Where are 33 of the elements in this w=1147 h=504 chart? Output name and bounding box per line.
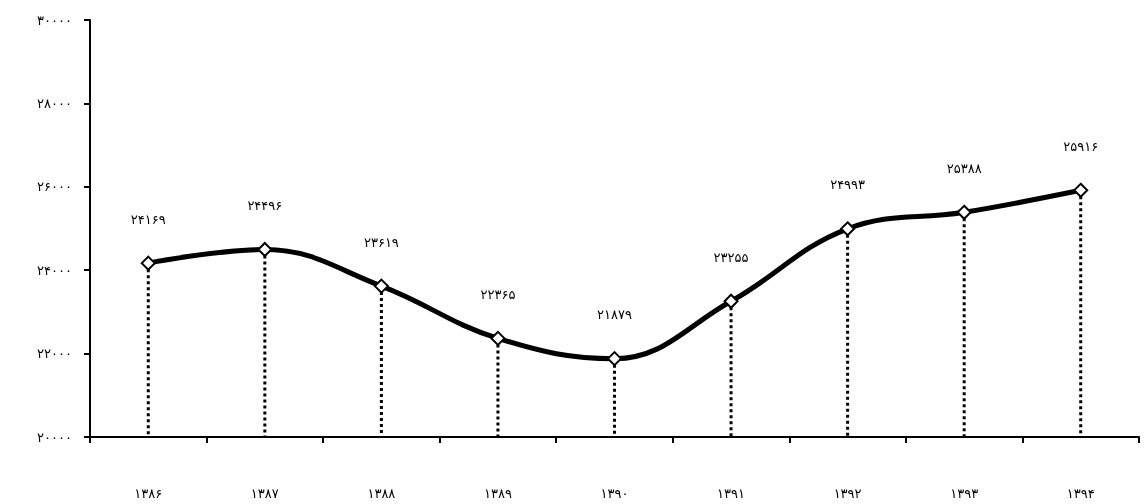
x-tick-label: ۱۳۸۹: [483, 486, 512, 501]
point: [490, 330, 506, 346]
y-tick-label: ۲۰۰۰۰: [37, 429, 72, 445]
x-tick-label: ۱۳۹۰: [600, 486, 629, 501]
point: [723, 293, 739, 309]
data-label: ۲۴۴۹۶: [247, 198, 283, 214]
x-tick-label: ۱۳۹۴: [1066, 486, 1095, 501]
point: [607, 351, 622, 367]
x-tick-label: ۱۳۸۷: [250, 486, 279, 501]
data-label: ۲۲۳۶۵: [480, 286, 516, 302]
y-tick-label: ۲۴۰۰۰: [37, 262, 72, 278]
x-tick-label: ۱۳۹۳: [950, 486, 979, 501]
data-label: ۲۳۲۵۵: [713, 249, 749, 265]
x-tick-label: ۱۳۹۲: [833, 486, 862, 501]
point: [373, 278, 389, 294]
y-tick-label: ۳۰۰۰۰: [37, 12, 72, 28]
data-label: ۲۴۱۶۹: [130, 211, 166, 227]
x-tick-label: ۱۳۸۸: [367, 486, 396, 501]
y-tick-label: ۲۶۰۰۰: [37, 179, 72, 195]
data-label: ۲۴۹۹۳: [830, 177, 866, 193]
point: [956, 204, 972, 220]
point: [1073, 182, 1089, 198]
point: [840, 221, 856, 237]
data-label: ۲۵۹۱۶: [1063, 138, 1099, 154]
y-tick-label: ۲۸۰۰۰: [37, 95, 72, 111]
data-label: ۲۳۶۱۹: [363, 234, 399, 250]
data-label: ۲۱۸۷۹: [597, 307, 632, 323]
y-tick-label: ۲۲۰۰۰: [37, 346, 72, 362]
x-tick-label: ۱۳۹۱: [717, 486, 746, 501]
point: [257, 242, 273, 258]
point: [140, 255, 156, 271]
x-tick-label: ۱۳۸۶: [134, 486, 163, 501]
data-label: ۲۵۳۸۸: [946, 160, 982, 176]
